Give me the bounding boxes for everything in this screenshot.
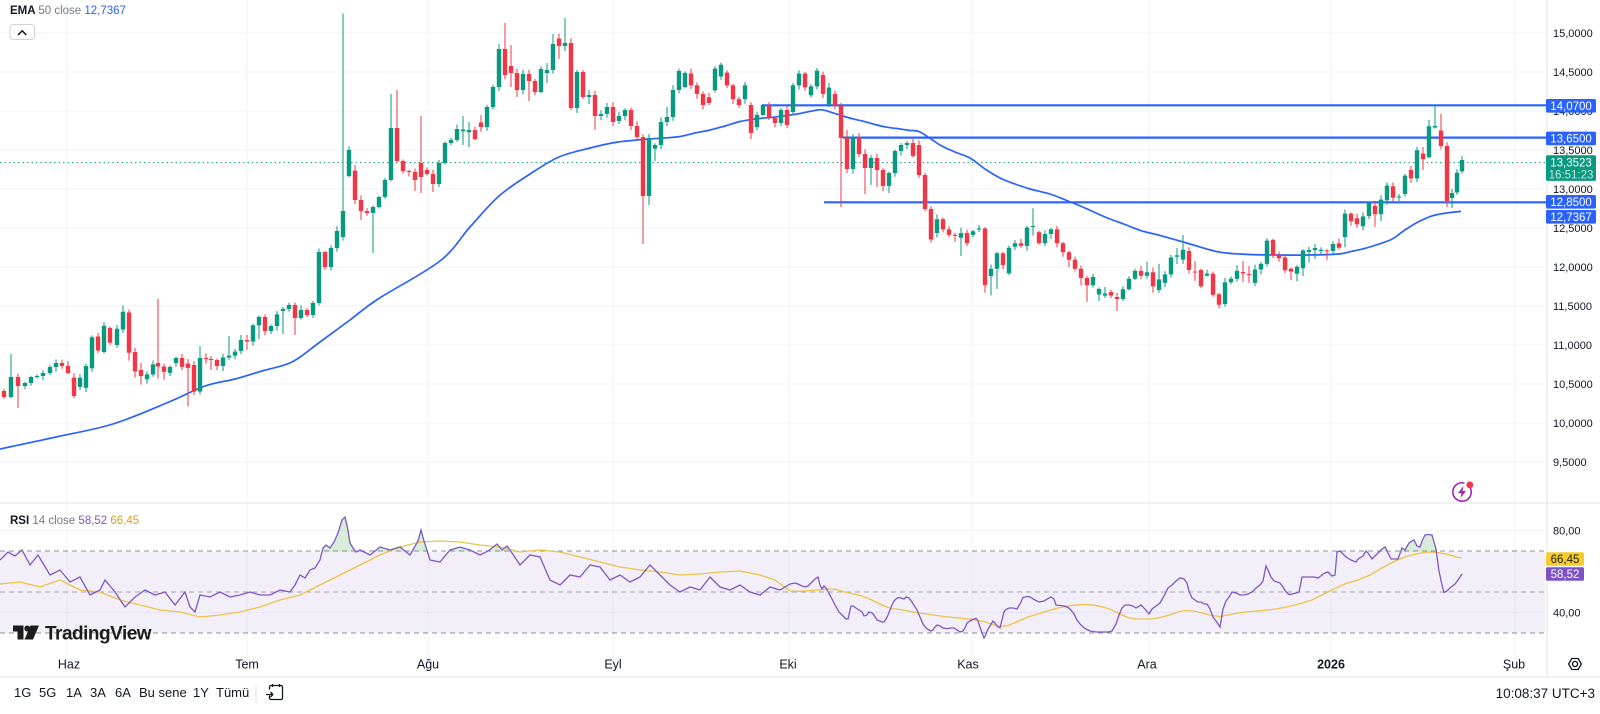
svg-text:10,5000: 10,5000 bbox=[1553, 379, 1593, 391]
svg-text:14,0700: 14,0700 bbox=[1550, 101, 1592, 113]
svg-text:12,8500: 12,8500 bbox=[1550, 197, 1592, 209]
svg-text:66,45: 66,45 bbox=[1551, 554, 1580, 566]
svg-text:1A: 1A bbox=[66, 685, 82, 700]
svg-text:10:08:37 UTC+3: 10:08:37 UTC+3 bbox=[1496, 686, 1595, 701]
svg-text:12,0000: 12,0000 bbox=[1553, 262, 1593, 274]
svg-text:11,0000: 11,0000 bbox=[1553, 340, 1592, 352]
svg-text:Kas: Kas bbox=[957, 658, 979, 672]
svg-text:1Y: 1Y bbox=[193, 685, 209, 700]
svg-text:6A: 6A bbox=[115, 685, 131, 700]
svg-text:13,0000: 13,0000 bbox=[1553, 184, 1593, 196]
svg-text:10,0000: 10,0000 bbox=[1553, 418, 1593, 430]
svg-text:Şub: Şub bbox=[1503, 658, 1525, 672]
svg-text:13,3523: 13,3523 bbox=[1550, 157, 1592, 169]
svg-text:Ara: Ara bbox=[1137, 658, 1157, 672]
svg-text:13,6500: 13,6500 bbox=[1550, 133, 1592, 145]
svg-text:Eki: Eki bbox=[779, 658, 796, 672]
svg-text:5G: 5G bbox=[39, 685, 56, 700]
svg-text:13,5000: 13,5000 bbox=[1553, 145, 1593, 157]
svg-text:11,5000: 11,5000 bbox=[1553, 301, 1592, 313]
svg-text:12,7367: 12,7367 bbox=[1550, 212, 1592, 224]
svg-text:12,5000: 12,5000 bbox=[1553, 223, 1593, 235]
svg-text:Haz: Haz bbox=[58, 658, 80, 672]
svg-text:58,52: 58,52 bbox=[1551, 569, 1580, 581]
svg-text:2026: 2026 bbox=[1317, 658, 1345, 672]
svg-text:16:51:23: 16:51:23 bbox=[1549, 169, 1594, 181]
svg-text:1G: 1G bbox=[14, 685, 31, 700]
svg-text:Eyl: Eyl bbox=[604, 658, 621, 672]
svg-text:EMA 50 close 12,7367: EMA 50 close 12,7367 bbox=[10, 5, 126, 17]
svg-text:14,5000: 14,5000 bbox=[1553, 67, 1593, 79]
svg-text:9,5000: 9,5000 bbox=[1553, 457, 1587, 469]
svg-text:3A: 3A bbox=[90, 685, 106, 700]
svg-text:Tem: Tem bbox=[235, 658, 259, 672]
svg-text:TradingView: TradingView bbox=[45, 624, 152, 645]
svg-text:RSI 14 close 58,52 66,45: RSI 14 close 58,52 66,45 bbox=[10, 515, 139, 527]
svg-text:Tümü: Tümü bbox=[216, 685, 249, 700]
svg-text:80,00: 80,00 bbox=[1553, 526, 1581, 538]
svg-text:15,0000: 15,0000 bbox=[1553, 28, 1593, 40]
svg-text:Bu sene: Bu sene bbox=[139, 685, 187, 700]
svg-text:40,00: 40,00 bbox=[1553, 608, 1581, 620]
svg-text:Ağu: Ağu bbox=[417, 658, 439, 672]
